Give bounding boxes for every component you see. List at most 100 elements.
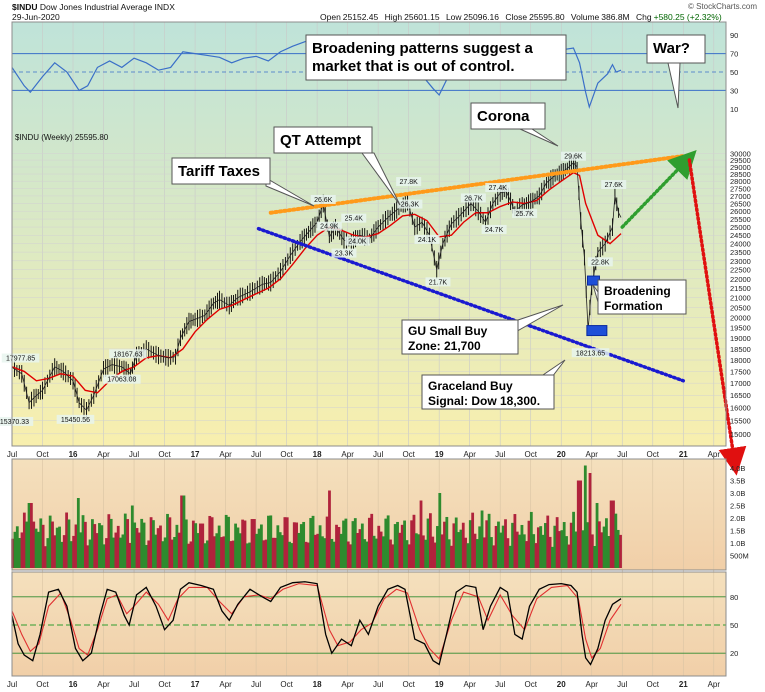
volume-bar bbox=[438, 493, 442, 568]
volume-bar bbox=[487, 513, 491, 568]
volume-bar bbox=[191, 520, 195, 568]
volume-bar bbox=[44, 546, 47, 568]
price-tick-label: 29000 bbox=[730, 163, 751, 172]
volume-bar bbox=[452, 523, 456, 568]
volume-bar bbox=[53, 535, 57, 568]
x-tick-label: Oct bbox=[280, 450, 293, 459]
price-point-label: 25.4K bbox=[345, 216, 364, 223]
price-point-label: 26.6K bbox=[314, 197, 333, 204]
volume-bar bbox=[576, 480, 580, 568]
price-legend: $INDU (Weekly) 25595.80 bbox=[15, 133, 109, 142]
volume-bar bbox=[417, 534, 421, 568]
volume-bar bbox=[440, 534, 444, 568]
volume-bar bbox=[377, 525, 381, 568]
price-tick-label: 15500 bbox=[730, 417, 751, 426]
volume-bar bbox=[447, 539, 451, 568]
volume-series bbox=[11, 465, 622, 568]
callout-text: War? bbox=[653, 40, 690, 57]
x-tick-label: 19 bbox=[435, 450, 444, 459]
x-tick-label: Jul bbox=[495, 680, 505, 689]
price-label-bg bbox=[316, 221, 342, 231]
stochastic-tick-label: 20 bbox=[730, 649, 738, 658]
x-tick-label: Apr bbox=[97, 680, 110, 689]
volume-bar bbox=[238, 533, 242, 568]
volume-bar bbox=[105, 538, 108, 568]
volume-bar bbox=[461, 522, 465, 568]
rsi-tick-label: 30 bbox=[730, 86, 738, 95]
stochastic-k-line bbox=[11, 581, 622, 666]
volume-bar bbox=[370, 513, 374, 568]
price-tick-label: 29500 bbox=[730, 156, 751, 165]
volume-bar bbox=[518, 534, 521, 568]
price-tick-label: 28000 bbox=[730, 177, 751, 186]
price-tick-label: 22000 bbox=[730, 275, 751, 284]
volume-bar bbox=[482, 537, 486, 568]
credit-label: © StockCharts.com bbox=[687, 2, 757, 11]
price-tick-label: 15000 bbox=[730, 430, 751, 439]
volume-bar bbox=[544, 523, 547, 568]
volume-bar bbox=[485, 520, 489, 568]
volume-bar bbox=[522, 534, 526, 568]
volume-bar bbox=[539, 526, 543, 568]
volume-bar bbox=[304, 541, 308, 568]
volume-bar bbox=[274, 537, 277, 568]
volume-bar bbox=[83, 521, 87, 568]
volume-bar bbox=[553, 525, 557, 568]
volume-bar bbox=[513, 514, 517, 568]
index-name: Dow Jones Industrial Average INDX bbox=[39, 2, 175, 12]
volume-bar bbox=[501, 525, 505, 568]
volume-bar bbox=[203, 543, 207, 568]
lower-broadening-line bbox=[256, 226, 686, 383]
volume-bar bbox=[344, 518, 348, 568]
volume-bar bbox=[295, 522, 299, 568]
volume-bar bbox=[597, 521, 601, 568]
volume-bar bbox=[79, 532, 83, 568]
volume-bar bbox=[379, 531, 383, 568]
stochastic-tick-label: 50 bbox=[730, 621, 738, 630]
quote-close-value: 25595.80 bbox=[529, 12, 565, 22]
volume-bar bbox=[267, 515, 270, 568]
volume-bar bbox=[311, 515, 315, 568]
x-tick-label: Oct bbox=[36, 450, 49, 459]
volume-bar bbox=[619, 534, 622, 568]
price-tick-label: 16000 bbox=[730, 404, 751, 413]
volume-bar bbox=[25, 521, 29, 568]
price-label-bg bbox=[341, 213, 367, 223]
price-label-bg bbox=[397, 199, 423, 209]
volume-bar bbox=[152, 520, 155, 568]
volume-bar bbox=[112, 537, 115, 568]
volume-tick-label: 4.0B bbox=[730, 464, 745, 473]
price-tick-label: 28500 bbox=[730, 170, 751, 179]
x-tick-label: Oct bbox=[36, 680, 49, 689]
price-tick-label: 19000 bbox=[730, 334, 751, 343]
callout-text: Zone: 21,700 bbox=[408, 339, 481, 353]
volume-bar bbox=[74, 524, 78, 568]
volume-bar bbox=[436, 526, 439, 568]
volume-bar bbox=[389, 539, 392, 568]
volume-bar bbox=[189, 541, 193, 568]
volume-bar bbox=[384, 518, 388, 568]
volume-bar bbox=[412, 514, 416, 568]
volume-bar bbox=[567, 544, 571, 568]
volume-bar bbox=[46, 538, 50, 568]
price-label-bg bbox=[344, 236, 370, 246]
volume-bar bbox=[121, 534, 125, 568]
x-tick-label: 20 bbox=[557, 450, 566, 459]
price-tick-label: 27000 bbox=[730, 192, 751, 201]
volume-bar bbox=[149, 517, 153, 568]
price-tick-label: 23000 bbox=[730, 257, 751, 266]
x-tick-label: Jul bbox=[251, 450, 261, 459]
volume-bar bbox=[86, 545, 90, 568]
volume-bar bbox=[534, 543, 538, 568]
volume-bar bbox=[41, 524, 45, 568]
price-point-label: 26.3K bbox=[401, 202, 420, 209]
volume-bar bbox=[337, 526, 341, 568]
price-label-bg bbox=[481, 224, 507, 234]
volume-bar bbox=[168, 517, 172, 568]
volume-bar bbox=[492, 545, 496, 568]
volume-bar bbox=[163, 537, 167, 568]
price-point-label: 27.6K bbox=[605, 182, 624, 189]
volume-bar bbox=[292, 522, 296, 568]
volume-bar bbox=[551, 546, 554, 568]
